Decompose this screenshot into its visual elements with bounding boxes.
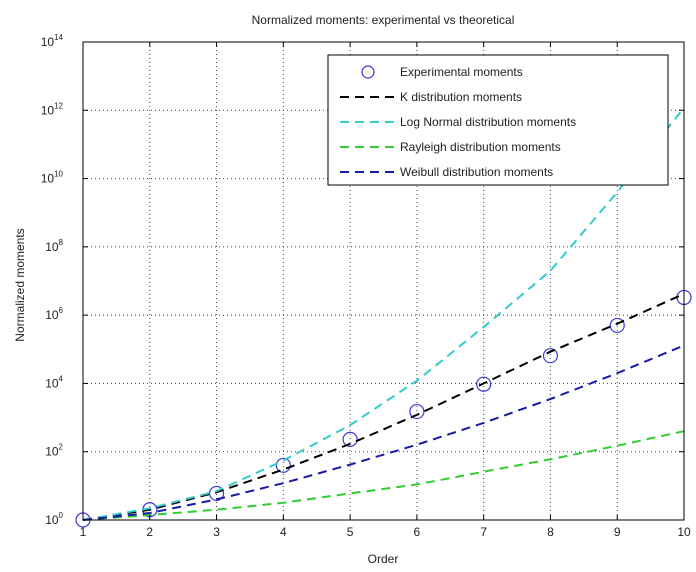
x-tick-label: 6	[414, 525, 421, 539]
legend-marker	[361, 65, 375, 79]
legend: Experimental moments K distribution momen…	[327, 54, 669, 186]
legend-label: Log Normal distribution moments	[400, 115, 576, 129]
experimental-marker	[275, 457, 291, 473]
x-tick-label: 7	[480, 525, 487, 539]
x-tick-label: 9	[614, 525, 621, 539]
chart-title: Normalized moments: experimental vs theo…	[252, 13, 515, 27]
x-tick-label: 1	[80, 525, 87, 539]
x-tick-label: 2	[146, 525, 153, 539]
x-tick-label: 10	[677, 525, 691, 539]
y-tick-label: 108	[45, 238, 63, 254]
series-line	[82, 106, 685, 521]
legend-label: Rayleigh distribution moments	[400, 140, 561, 154]
experimental-marker	[476, 376, 492, 392]
x-axis-label: Order	[368, 552, 399, 566]
axis-ticks: 1 2 3 4 5 6 7 8 9 10 100 102 104 106 108 1010 1012 1014	[41, 33, 691, 539]
series-group	[75, 106, 692, 528]
experimental-marker	[542, 348, 559, 364]
experimental-marker	[409, 403, 425, 420]
legend-label: Weibull distribution moments	[400, 165, 553, 179]
x-tick-label: 3	[213, 525, 220, 539]
y-tick-label: 104	[45, 374, 63, 390]
y-tick-label: 1014	[41, 33, 64, 49]
experimental-marker	[208, 485, 225, 502]
series-line	[82, 292, 685, 521]
legend-label: Experimental moments	[400, 65, 523, 79]
x-tick-label: 8	[547, 525, 554, 539]
y-tick-label: 1012	[41, 101, 64, 117]
x-tick-label: 5	[347, 525, 354, 539]
legend-label: K distribution moments	[400, 90, 522, 104]
x-tick-label: 4	[280, 525, 287, 539]
experimental-marker	[609, 317, 625, 334]
y-tick-label: 100	[45, 511, 63, 527]
y-axis-label: Normalized moments	[13, 228, 27, 341]
series-line	[82, 344, 685, 521]
experimental-marker	[342, 431, 358, 447]
plot-frame	[82, 41, 685, 521]
legend-box	[327, 54, 669, 186]
y-tick-label: 1010	[41, 170, 64, 186]
series-line	[82, 430, 685, 521]
y-tick-label: 102	[45, 443, 63, 459]
y-tick-label: 106	[45, 306, 63, 322]
